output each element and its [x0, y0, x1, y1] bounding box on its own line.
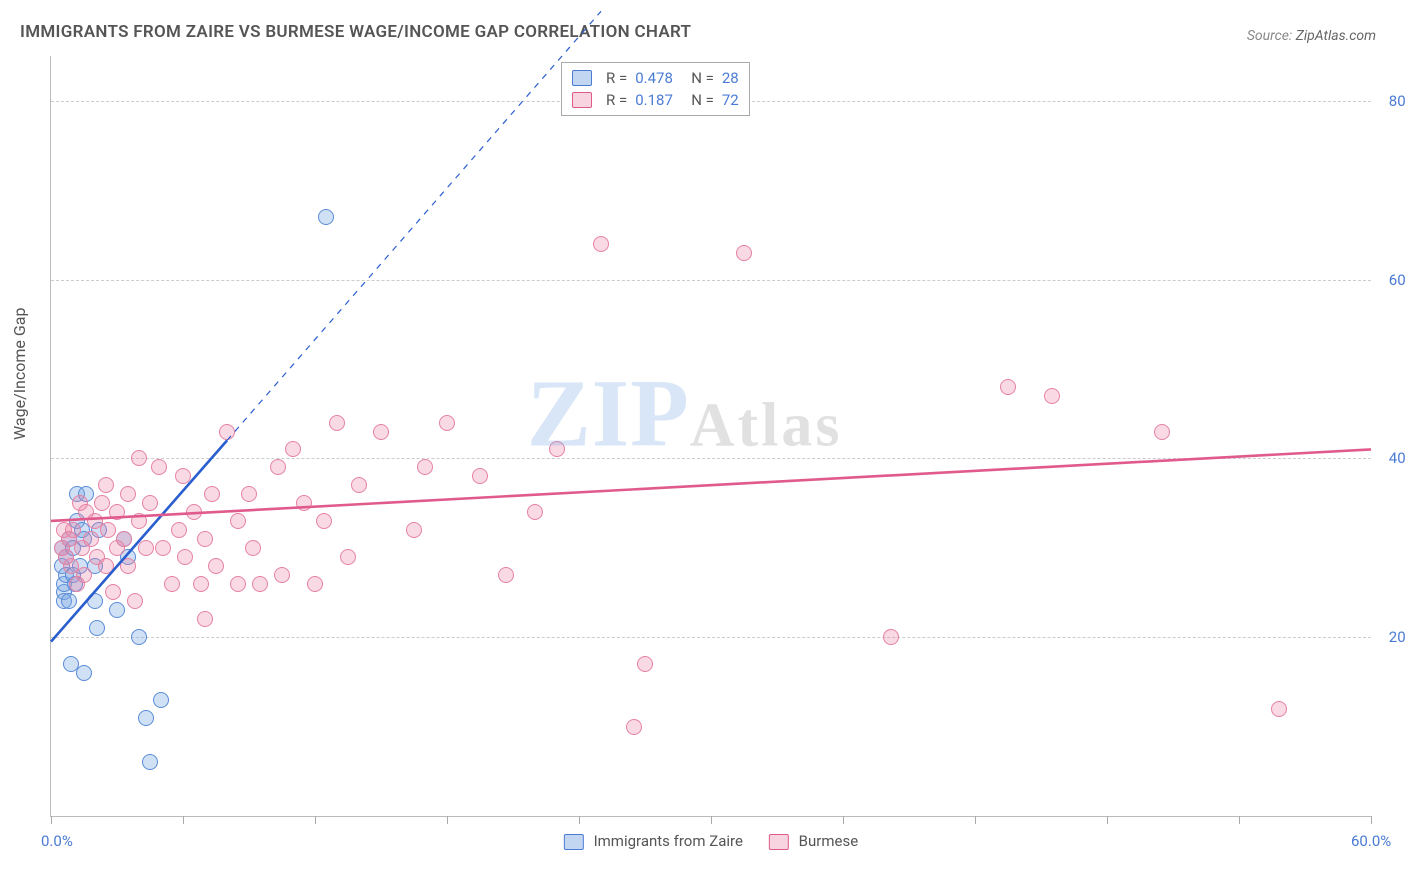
stats-row-burmese: R = 0.187 N = 72	[572, 89, 739, 111]
r-label: R =	[606, 91, 627, 109]
y-axis-label: Wage/Income Gap	[10, 308, 29, 440]
stats-row-zaire: R = 0.478 N = 28	[572, 67, 739, 89]
n-label: N =	[691, 69, 714, 87]
source-attribution: Source: ZipAtlas.com	[1247, 28, 1376, 44]
swatch-blue-icon	[572, 70, 592, 86]
swatch-pink-icon	[769, 834, 789, 850]
r-value-burmese: 0.187	[635, 91, 683, 109]
stats-legend-box: R = 0.478 N = 28 R = 0.187 N = 72	[561, 62, 750, 116]
xtick	[843, 816, 844, 824]
xtick	[711, 816, 712, 824]
xtick	[1239, 816, 1240, 824]
xtick	[315, 816, 316, 824]
plot-area: ZIPAtlas R = 0.478 N = 28 R = 0.187 N = …	[50, 56, 1371, 817]
n-label: N =	[691, 91, 714, 109]
n-value-burmese: 72	[722, 91, 739, 109]
ytick-label: 60.0%	[1389, 271, 1406, 289]
n-value-zaire: 28	[722, 69, 739, 87]
source-name: ZipAtlas.com	[1296, 28, 1376, 44]
xtick	[183, 816, 184, 824]
bottom-legend: Immigrants from Zaire Burmese	[564, 832, 858, 850]
swatch-blue-icon	[564, 834, 584, 850]
ytick-label: 20.0%	[1389, 628, 1406, 646]
xtick	[1371, 816, 1372, 824]
xtick-label: 0.0%	[41, 832, 73, 850]
ytick-label: 40.0%	[1389, 449, 1406, 467]
legend-label-burmese: Burmese	[799, 832, 859, 850]
xtick	[579, 816, 580, 824]
legend-label-zaire: Immigrants from Zaire	[594, 832, 743, 850]
ytick-label: 80.0%	[1389, 92, 1406, 110]
legend-item-zaire: Immigrants from Zaire	[564, 832, 743, 850]
xtick	[447, 816, 448, 824]
trend-lines	[51, 56, 1371, 816]
xtick	[1107, 816, 1108, 824]
swatch-pink-icon	[572, 92, 592, 108]
xtick	[975, 816, 976, 824]
r-label: R =	[606, 69, 627, 87]
source-label: Source:	[1247, 28, 1292, 44]
r-value-zaire: 0.478	[635, 69, 683, 87]
legend-item-burmese: Burmese	[769, 832, 858, 850]
xtick-label: 60.0%	[1351, 832, 1391, 850]
xtick	[51, 816, 52, 824]
chart-title: IMMIGRANTS FROM ZAIRE VS BURMESE WAGE/IN…	[20, 22, 691, 42]
